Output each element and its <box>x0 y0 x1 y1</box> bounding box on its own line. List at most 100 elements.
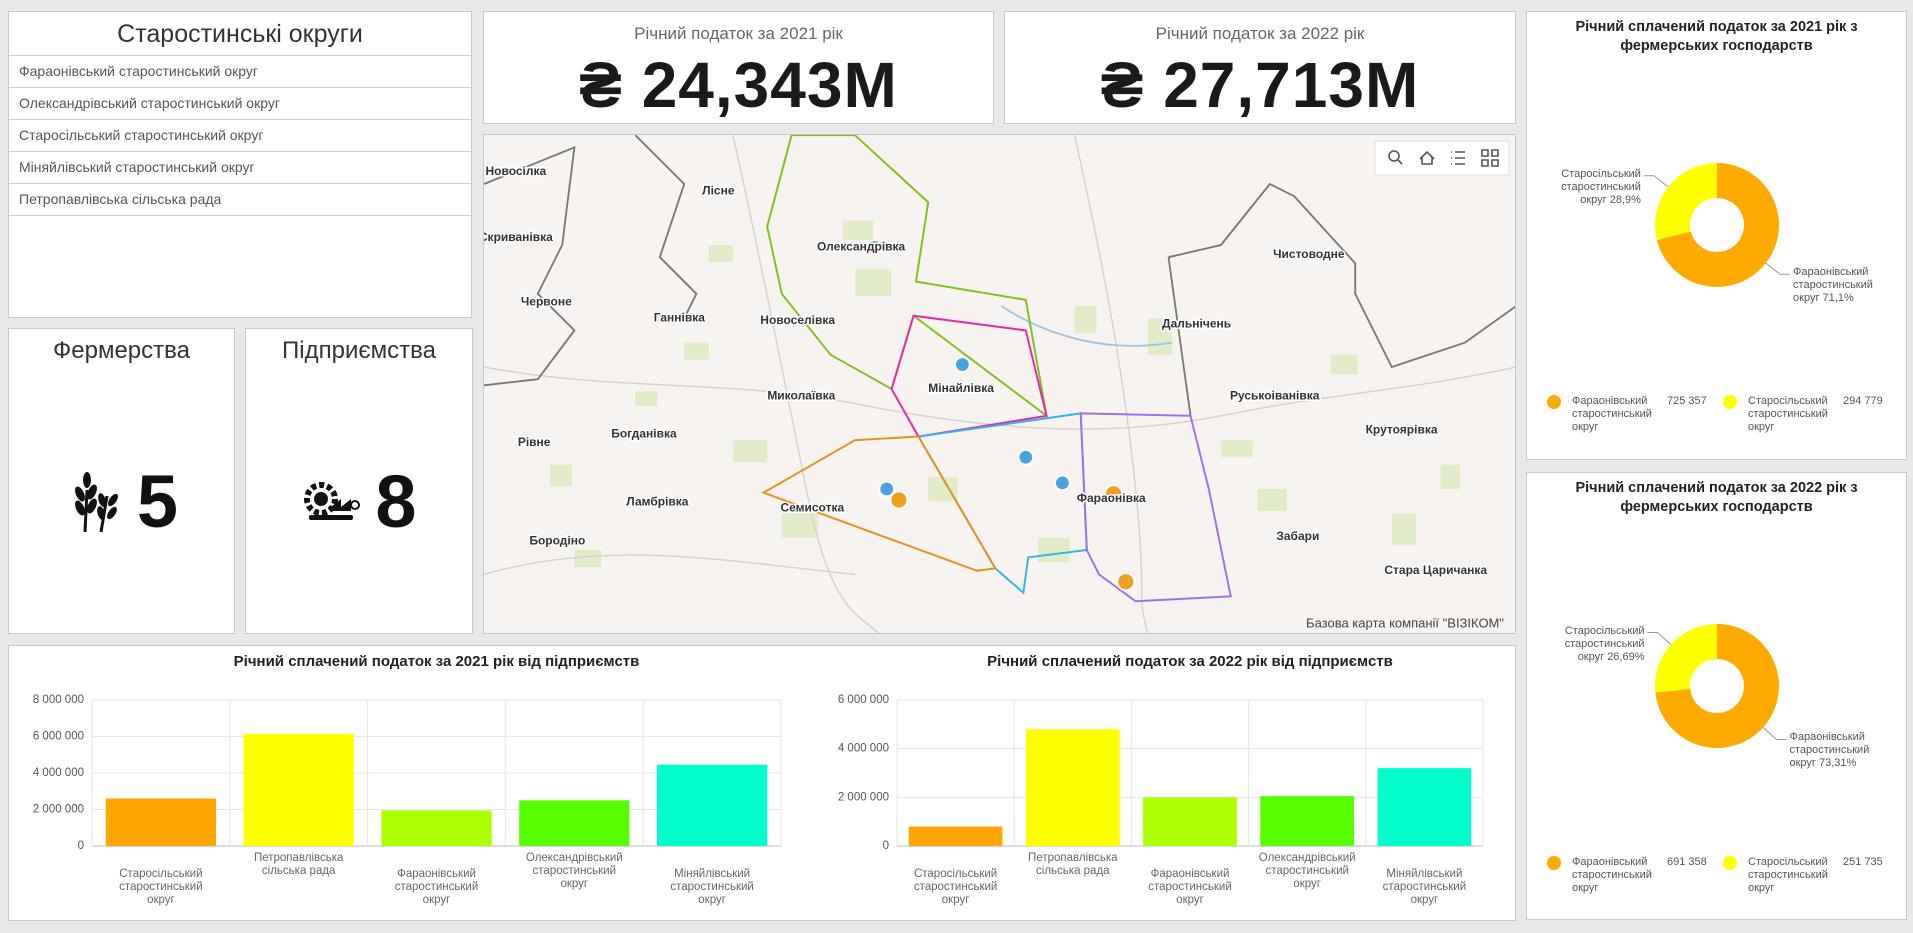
x-tick-label: Петропавлівська сільська рада <box>253 852 344 877</box>
place-label: Новосілка <box>485 164 546 178</box>
legend-label: Фараонівський старостинський округ <box>1572 856 1652 894</box>
legend-button[interactable] <box>1451 151 1465 165</box>
roads <box>484 135 1515 633</box>
search-button[interactable] <box>1388 150 1400 162</box>
bar <box>908 826 1003 846</box>
indicator: Річний податок за 2022 рік ₴ 27,713M <box>1004 11 1516 124</box>
bar <box>381 810 492 846</box>
district-farаonivka <box>916 412 1088 595</box>
district-starosillia <box>761 435 997 572</box>
place-label: Олександрівка <box>817 240 906 254</box>
place-label: Дальнічень <box>1162 316 1231 330</box>
place-label: Миколаївка <box>767 388 835 402</box>
legend-value: 725 357 <box>1667 395 1707 407</box>
label-leader <box>1647 632 1672 645</box>
legend-label: Старосільський старостинський округ <box>1748 856 1828 894</box>
bar <box>105 798 217 846</box>
list-items: Фараонівський старостинський округ Олекс… <box>9 55 471 216</box>
pie-label-name: Фараонівський старостинський округ <box>1793 266 1873 305</box>
x-tick-label: Олександрівський старостинський округ <box>525 852 623 890</box>
place-label: Крутоярівка <box>1366 423 1438 437</box>
pie-label: Фараонівський старостинський округ 71,1% <box>1793 266 1885 305</box>
bar-panel: Річний сплачений податок за 2021 рік від… <box>8 645 1516 921</box>
legend-marker <box>1723 856 1737 870</box>
factory-icon <box>304 481 361 520</box>
counter-value: 5 <box>136 460 179 543</box>
place-label: Червоне <box>521 295 572 309</box>
pie-slice <box>1655 624 1717 693</box>
indicator: Річний податок за 2021 рік ₴ 24,343M <box>483 11 994 124</box>
map-layers <box>484 135 1515 633</box>
legend-label: Фараонівський старостинський округ <box>1572 395 1652 433</box>
counter-title: Підприємства <box>282 337 436 364</box>
pie-canvas <box>1647 624 1787 748</box>
x-tick-label: Старосільський старостинський округ <box>913 868 998 906</box>
legend-marker <box>1547 856 1561 870</box>
pie-slice <box>1655 624 1779 748</box>
pie-label: Фараонівський старостинський округ 73,31… <box>1789 731 1881 770</box>
bar <box>1025 729 1120 846</box>
list-item[interactable]: Олександрівський старостинський округ <box>9 88 471 120</box>
y-tick-label: 8 000 000 <box>33 694 84 706</box>
boundary <box>484 135 1515 416</box>
pie-label-percent: 73,31% <box>1818 757 1857 770</box>
place-label: Чистоводне <box>1273 247 1345 261</box>
map-canvas: Новосілка Лісне Скриванівка Червоне Ганнівка… <box>484 135 1515 633</box>
list-item[interactable]: Петропавлівська сільська рада <box>9 184 471 216</box>
bar-canvas: Річний сплачений податок за 2021 рік від… <box>33 653 1484 852</box>
indicator-value: ₴ 24,343M <box>579 49 898 121</box>
counter-value: 8 <box>375 460 417 543</box>
y-tick-label: 2 000 000 <box>838 791 889 803</box>
y-tick-label: 6 000 000 <box>838 694 889 706</box>
place-label: Новоселівка <box>760 313 835 327</box>
y-tick-label: 4 000 000 <box>33 767 84 779</box>
place-label: Богданівка <box>611 426 677 440</box>
x-tick-label: Фараонівський старостинський округ <box>1148 868 1232 906</box>
x-tick-label: Міняйлівський старостинський округ <box>670 868 754 906</box>
legend-label: Старосільський старостинський округ <box>1748 395 1828 433</box>
pie-label: Старосільський старостинський округ 26,6… <box>1553 625 1645 664</box>
toolbar-bg <box>1374 140 1510 176</box>
basemap-button[interactable] <box>1481 149 1499 167</box>
x-tick-label: Петропавлівська сільська рада <box>1028 852 1118 877</box>
map[interactable]: Новосілка Лісне Скриванівка Червоне Ганнівка… <box>483 134 1516 634</box>
indicator-value: ₴ 27,713M <box>1100 49 1420 121</box>
pie-canvas <box>1643 163 1791 287</box>
list-item[interactable]: Фараонівський старостинський округ <box>9 56 471 88</box>
list-item[interactable]: Старосільський старостинський округ <box>9 120 471 152</box>
bar <box>1260 796 1355 846</box>
list-item[interactable]: Міняйлівський старостинський округ <box>9 152 471 184</box>
chart-title: Річний сплачений податок за 2021 рік від… <box>234 653 640 670</box>
pie-label-percent: 26,69% <box>1607 650 1645 663</box>
counter-row: 8 <box>246 459 472 544</box>
indicator-title: Річний податок за 2021 рік <box>634 24 843 43</box>
pie-label-name: Старосільський старостинський округ <box>1561 167 1641 206</box>
pie-panel: Річний сплачений податок за 2022 рік з ф… <box>1526 472 1907 920</box>
pie-label-name: Фараонівський старостинський округ <box>1789 731 1870 770</box>
attribution: Базова карта компанії "ВІЗІКОМ" <box>1306 615 1504 630</box>
map-toolbar <box>1374 140 1510 176</box>
y-tick-label: 6 000 000 <box>33 731 84 743</box>
place-label: Мінайлівка <box>928 381 994 395</box>
home-button[interactable] <box>1419 150 1435 165</box>
fields <box>550 220 1461 568</box>
place-label: Ганнівка <box>654 310 706 324</box>
place-label: Фараонівка <box>1077 491 1146 505</box>
place-label: Бородіно <box>529 534 585 548</box>
bar <box>656 764 768 846</box>
chart-title: Річний сплачений податок за 2022 рік від… <box>987 653 1393 670</box>
pie-label-percent: 71,1% <box>1822 292 1854 305</box>
legend-value: 251 735 <box>1843 856 1883 868</box>
x-tick-label: Фараонівський старостинський округ <box>394 868 479 906</box>
district-list: Старостинські округи Фараонівський старо… <box>8 11 472 318</box>
y-tick-label: 0 <box>883 840 889 852</box>
district-petropavlivka <box>1079 412 1232 603</box>
legend-value: 294 779 <box>1843 395 1883 407</box>
river <box>1000 305 1173 347</box>
bar <box>519 800 630 846</box>
y-tick-label: 2 000 000 <box>33 804 84 816</box>
counter-row: 5 <box>9 459 234 544</box>
place-label: Ламбрівка <box>626 495 689 509</box>
bar <box>1377 768 1472 846</box>
